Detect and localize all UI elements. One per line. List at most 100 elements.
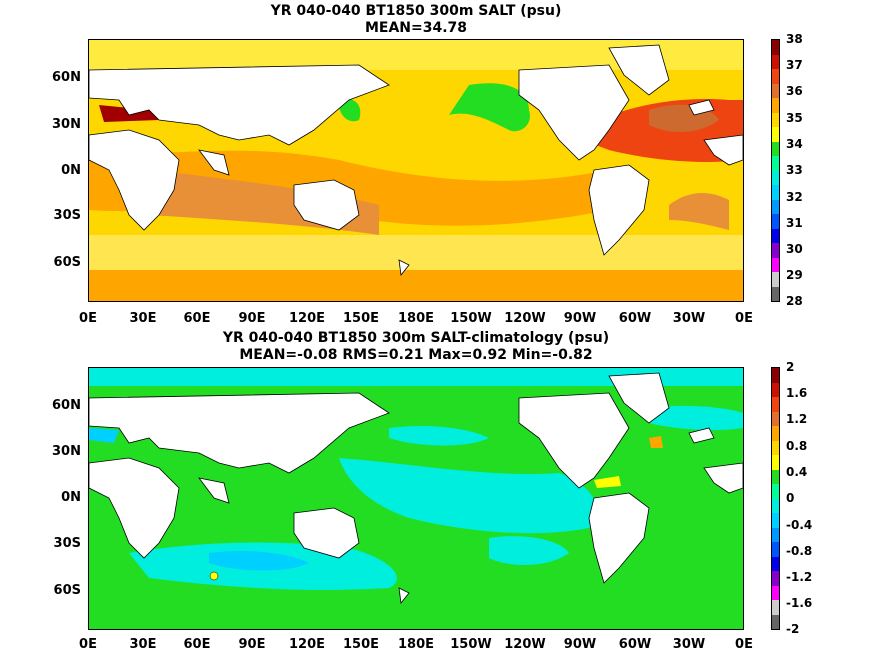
panel2-colorbar-label: -1.6 bbox=[786, 596, 813, 610]
panel2-lat-30n: 30N bbox=[52, 444, 81, 459]
colorbar-swatch bbox=[772, 397, 779, 412]
colorbar-swatch bbox=[772, 127, 779, 142]
colorbar-swatch bbox=[772, 243, 779, 258]
colorbar-swatch bbox=[772, 170, 779, 185]
colorbar-swatch bbox=[772, 527, 779, 542]
panel1-lon-label: 180E bbox=[397, 311, 435, 326]
panel1-lon-label: 120W bbox=[504, 311, 546, 326]
colorbar-swatch bbox=[772, 112, 779, 127]
panel1-title: YR 040-040 BT1850 300m SALT (psu) MEAN=3… bbox=[88, 3, 744, 37]
panel2-colorbar-label: -1.2 bbox=[786, 570, 813, 584]
colorbar-swatch bbox=[772, 600, 779, 615]
panel1-title-line1: YR 040-040 BT1850 300m SALT (psu) bbox=[270, 3, 562, 19]
colorbar-swatch bbox=[772, 484, 779, 499]
panel2-title: YR 040-040 BT1850 300m SALT-climatology … bbox=[88, 330, 744, 364]
colorbar-swatch bbox=[772, 411, 779, 426]
colorbar-swatch bbox=[772, 440, 779, 455]
panel1-colorbar-label: 29 bbox=[786, 268, 803, 282]
panel2-colorbar-label: 1.2 bbox=[786, 412, 808, 426]
colorbar-swatch bbox=[772, 156, 779, 171]
colorbar-swatch bbox=[772, 286, 779, 301]
panel2-title-line1: YR 040-040 BT1850 300m SALT-climatology … bbox=[222, 330, 610, 346]
panel1-title-line2: MEAN=34.78 bbox=[364, 20, 468, 36]
panel2-lon-label: 120W bbox=[504, 637, 546, 652]
panel2-lon-label: 150E bbox=[342, 637, 380, 652]
colorbar-swatch bbox=[772, 585, 779, 600]
colorbar-swatch bbox=[772, 185, 779, 200]
panel1-colorbar-label: 32 bbox=[786, 190, 803, 204]
colorbar-swatch bbox=[772, 382, 779, 397]
panel1-lon-label: 0E bbox=[735, 311, 753, 326]
panel1-lon-label: 90W bbox=[563, 311, 597, 326]
colorbar-swatch bbox=[772, 228, 779, 243]
panel1-colorbar-label: 34 bbox=[786, 137, 803, 151]
colorbar-swatch bbox=[772, 199, 779, 214]
panel2-colorbar-label: 0.8 bbox=[786, 439, 808, 453]
panel2-title-line2: MEAN=-0.08 RMS=0.21 Max=0.92 Min=-0.82 bbox=[239, 347, 593, 363]
colorbar-swatch bbox=[772, 426, 779, 441]
panel1-colorbar-label: 28 bbox=[786, 294, 803, 308]
panel1-lat-60s: 60S bbox=[53, 255, 81, 270]
panel1-lon-label: 0E bbox=[79, 311, 97, 326]
panel2-colorbar-label: 2 bbox=[786, 360, 795, 374]
panel1-lon-label: 60W bbox=[618, 311, 652, 326]
panel1-lon-label: 60E bbox=[183, 311, 211, 326]
colorbar-swatch bbox=[772, 368, 779, 383]
panel1-lon-label: 150E bbox=[342, 311, 380, 326]
colorbar-swatch bbox=[772, 257, 779, 272]
panel1-lon-label: 30E bbox=[129, 311, 157, 326]
colorbar-swatch bbox=[772, 469, 779, 484]
panel2-lon-label: 60E bbox=[183, 637, 211, 652]
panel2-colorbar bbox=[771, 367, 780, 630]
panel2-lat-0n: 0N bbox=[61, 490, 81, 505]
colorbar-swatch bbox=[772, 54, 779, 69]
colorbar-swatch bbox=[772, 214, 779, 229]
panel1-colorbar-label: 37 bbox=[786, 58, 803, 72]
colorbar-swatch bbox=[772, 556, 779, 571]
colorbar-swatch bbox=[772, 542, 779, 557]
colorbar-swatch bbox=[772, 513, 779, 528]
panel1-lat-30n: 30N bbox=[52, 117, 81, 132]
colorbar-swatch bbox=[772, 69, 779, 84]
panel2-lat-60n: 60N bbox=[52, 398, 81, 413]
panel1-map bbox=[88, 39, 744, 302]
panel1-lon-label: 150W bbox=[450, 311, 492, 326]
panel2-colorbar-label: 0.4 bbox=[786, 465, 808, 479]
panel1-colorbar-label: 30 bbox=[786, 242, 803, 256]
panel1-colorbar bbox=[771, 39, 780, 302]
panel2-colorbar-label: 0 bbox=[786, 491, 795, 505]
panel2-lon-label: 30W bbox=[672, 637, 706, 652]
colorbar-swatch bbox=[772, 83, 779, 98]
panel1-lat-30s: 30S bbox=[53, 208, 81, 223]
panel2-colorbar-label: -0.8 bbox=[786, 544, 813, 558]
panel1-lon-label: 90E bbox=[238, 311, 266, 326]
colorbar-swatch bbox=[772, 498, 779, 513]
colorbar-swatch bbox=[772, 40, 779, 55]
panel2-lat-60s: 60S bbox=[53, 583, 81, 598]
panel2-lon-label: 0E bbox=[735, 637, 753, 652]
panel1-lon-label: 30W bbox=[672, 311, 706, 326]
colorbar-swatch bbox=[772, 98, 779, 113]
panel2-lon-label: 90W bbox=[563, 637, 597, 652]
colorbar-swatch bbox=[772, 272, 779, 287]
panel2-colorbar-label: -2 bbox=[786, 622, 800, 636]
panel2-map bbox=[88, 367, 744, 630]
panel2-lat-30s: 30S bbox=[53, 536, 81, 551]
colorbar-swatch bbox=[772, 141, 779, 156]
panel2-lon-label: 60W bbox=[618, 637, 652, 652]
panel1-colorbar-label: 38 bbox=[786, 32, 803, 46]
panel1-lon-label: 120E bbox=[288, 311, 326, 326]
panel1-colorbar-label: 35 bbox=[786, 111, 803, 125]
panel2-lon-label: 180E bbox=[397, 637, 435, 652]
panel2-lon-label: 30E bbox=[129, 637, 157, 652]
panel2-lon-label: 150W bbox=[450, 637, 492, 652]
panel2-colorbar-label: -0.4 bbox=[786, 518, 813, 532]
colorbar-swatch bbox=[772, 614, 779, 629]
panel1-lat-60n: 60N bbox=[52, 70, 81, 85]
panel2-colorbar-label: 1.6 bbox=[786, 386, 808, 400]
panel2-lon-label: 90E bbox=[238, 637, 266, 652]
panel2-lon-label: 0E bbox=[79, 637, 97, 652]
colorbar-swatch bbox=[772, 571, 779, 586]
panel2-lon-label: 120E bbox=[288, 637, 326, 652]
colorbar-swatch bbox=[772, 455, 779, 470]
